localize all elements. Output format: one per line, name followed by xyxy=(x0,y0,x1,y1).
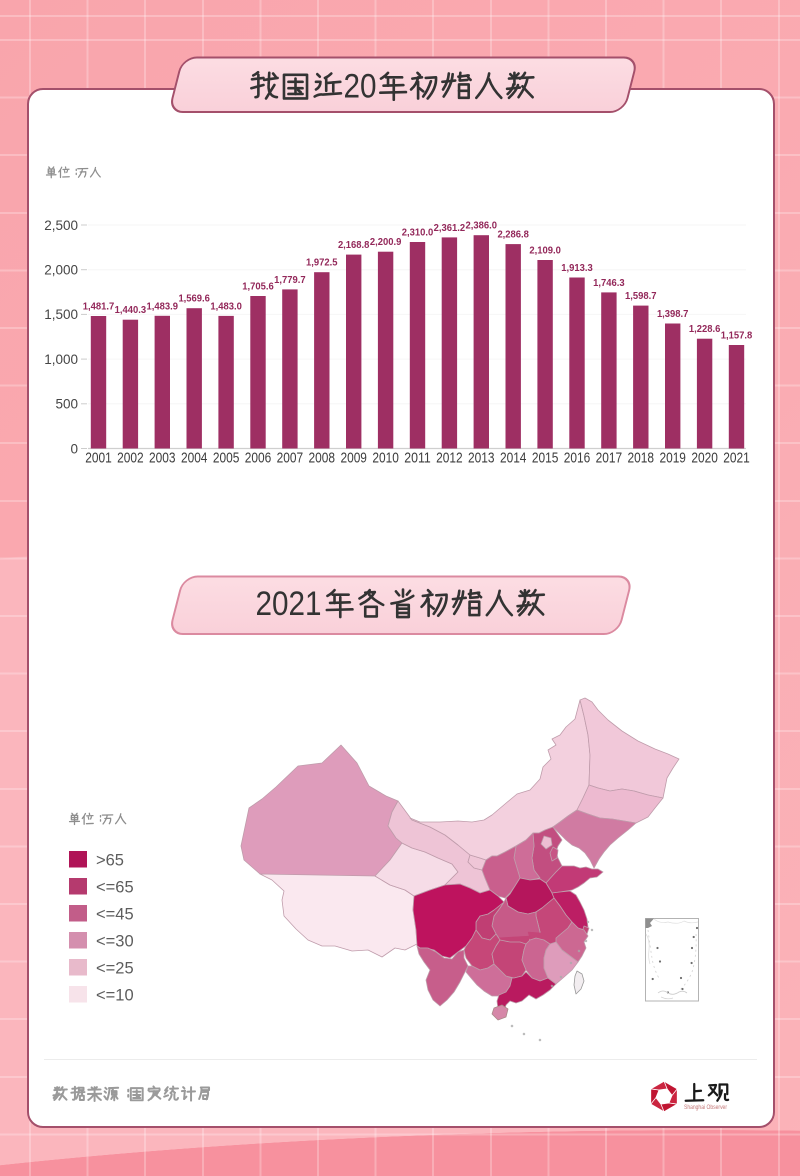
svg-text:2,310.0: 2,310.0 xyxy=(402,228,434,239)
svg-text:2001: 2001 xyxy=(85,451,112,467)
svg-text:2013: 2013 xyxy=(468,451,495,467)
svg-text:2,109.0: 2,109.0 xyxy=(529,246,561,257)
svg-text:0: 0 xyxy=(70,441,78,456)
svg-text:2008: 2008 xyxy=(309,451,336,467)
svg-text:2016: 2016 xyxy=(564,451,591,467)
svg-text:2021: 2021 xyxy=(256,585,322,623)
svg-text:2015: 2015 xyxy=(532,451,559,467)
svg-text:>65: >65 xyxy=(96,852,124,870)
svg-text:2,286.8: 2,286.8 xyxy=(497,230,529,241)
svg-text:2004: 2004 xyxy=(181,451,208,467)
svg-text:2017: 2017 xyxy=(596,451,623,467)
svg-text:20: 20 xyxy=(344,68,377,106)
svg-text:2,386.0: 2,386.0 xyxy=(466,221,498,232)
svg-text:1,746.3: 1,746.3 xyxy=(593,278,625,289)
svg-text:2011: 2011 xyxy=(404,451,431,467)
svg-text:2,500: 2,500 xyxy=(44,218,78,233)
svg-text:1,483.9: 1,483.9 xyxy=(147,301,179,312)
svg-text:2014: 2014 xyxy=(500,451,527,467)
svg-text:2009: 2009 xyxy=(340,451,367,467)
svg-text:1,000: 1,000 xyxy=(44,352,78,367)
svg-text:1,569.6: 1,569.6 xyxy=(178,294,210,305)
svg-text:<=10: <=10 xyxy=(96,987,134,1005)
svg-text:2020: 2020 xyxy=(691,451,718,467)
svg-text:2003: 2003 xyxy=(149,451,176,467)
svg-text:1,913.3: 1,913.3 xyxy=(561,263,593,274)
svg-text:1,228.6: 1,228.6 xyxy=(689,324,721,335)
svg-text:<=30: <=30 xyxy=(96,933,134,951)
svg-text:2,000: 2,000 xyxy=(44,263,78,278)
svg-text:2,361.2: 2,361.2 xyxy=(434,223,466,234)
svg-text:2018: 2018 xyxy=(628,451,655,467)
svg-text:<=45: <=45 xyxy=(96,906,134,924)
svg-text:2,168.8: 2,168.8 xyxy=(338,240,370,251)
svg-text:2005: 2005 xyxy=(213,451,240,467)
svg-text:2012: 2012 xyxy=(436,451,463,467)
svg-text:1,481.7: 1,481.7 xyxy=(83,302,115,313)
svg-text:1,398.7: 1,398.7 xyxy=(657,309,689,320)
svg-text:1,779.7: 1,779.7 xyxy=(274,275,306,286)
svg-text:<=65: <=65 xyxy=(96,879,134,897)
svg-text:2006: 2006 xyxy=(245,451,272,467)
svg-text:2010: 2010 xyxy=(372,451,399,467)
svg-text:1,483.0: 1,483.0 xyxy=(210,301,242,312)
svg-text:1,705.6: 1,705.6 xyxy=(242,282,274,293)
svg-text:1,500: 1,500 xyxy=(44,307,78,322)
svg-text:Shanghai Observer: Shanghai Observer xyxy=(684,1105,727,1111)
svg-text:1,972.5: 1,972.5 xyxy=(306,258,338,269)
svg-text:<=25: <=25 xyxy=(96,960,134,978)
svg-text:2007: 2007 xyxy=(277,451,304,467)
svg-text:1,440.3: 1,440.3 xyxy=(115,305,147,316)
svg-text:2019: 2019 xyxy=(659,451,686,467)
svg-text:1,157.8: 1,157.8 xyxy=(721,331,753,342)
svg-text:1,598.7: 1,598.7 xyxy=(625,291,657,302)
svg-text:2002: 2002 xyxy=(117,451,144,467)
svg-text:500: 500 xyxy=(55,397,78,412)
svg-text:2021: 2021 xyxy=(723,451,750,467)
svg-text:2,200.9: 2,200.9 xyxy=(370,237,402,248)
